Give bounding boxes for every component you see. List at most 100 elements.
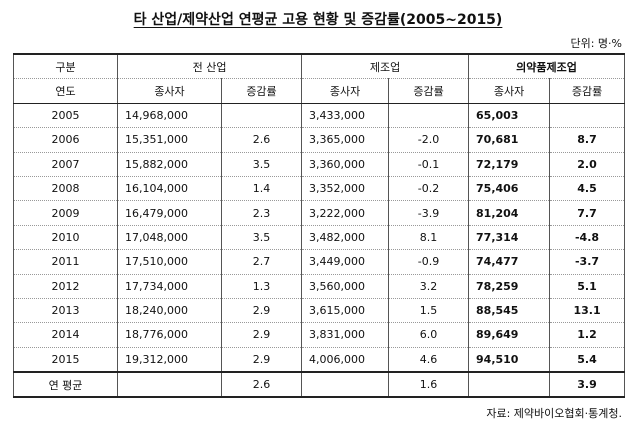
all-rate-cell: 2.7 (220, 249, 303, 275)
header-all-rate: 증감률 (220, 78, 303, 104)
year-cell: 2012 (13, 274, 118, 299)
year-cell: 2008 (13, 176, 118, 202)
employment-table: 구분 전 산업 제조업 의약품제조업 연도 종사자 증감률 종사자 증감률 종사… (13, 53, 626, 399)
all-employees-cell: 16,104,000 (117, 176, 222, 202)
all-employees-cell: 16,479,000 (117, 200, 222, 226)
mfg-rate-cell: 3.2 (388, 274, 470, 299)
pharma-rate-cell (549, 103, 626, 129)
pharma-rate-cell: 4.5 (549, 176, 626, 202)
source-note: 자료: 제약바이오협회·통계청. (486, 407, 622, 420)
pharma-employees-cell: 75,406 (468, 176, 551, 202)
average-row: 연 평균 2.6 1.6 3.9 (13, 371, 626, 399)
header-all-employees: 종사자 (117, 78, 222, 104)
all-rate-cell: 2.6 (220, 127, 303, 153)
all-employees-cell: 14,968,000 (117, 103, 222, 129)
year-cell: 2010 (13, 225, 118, 251)
mfg-employees-cell: 3,222,000 (301, 200, 390, 226)
header-mfg-rate: 증감률 (388, 78, 470, 104)
table-row: 2012 17,734,000 1.3 3,560,000 3.2 78,259 5.1 (13, 274, 626, 299)
unit-note: 단위: 명·% (570, 37, 622, 50)
all-rate-cell: 1.4 (220, 176, 303, 202)
year-cell: 2006 (13, 127, 118, 153)
all-employees-cell: 18,240,000 (117, 298, 222, 324)
mfg-employees-cell: 4,006,000 (301, 347, 390, 373)
mfg-rate-cell: 8.1 (388, 225, 470, 251)
header-year: 연도 (13, 78, 118, 104)
year-cell: 2011 (13, 249, 118, 275)
year-cell: 2009 (13, 200, 118, 226)
year-cell: 2013 (13, 298, 118, 324)
average-mfg-employees (301, 371, 390, 399)
pharma-rate-cell: 13.1 (549, 298, 626, 324)
pharma-employees-cell: 94,510 (468, 347, 551, 373)
all-rate-cell: 2.9 (220, 322, 303, 348)
mfg-employees-cell: 3,360,000 (301, 152, 390, 177)
all-rate-cell (220, 103, 303, 129)
table-row: 2005 14,968,000 3,433,000 65,003 (13, 103, 626, 129)
pharma-rate-cell: -4.8 (549, 225, 626, 251)
pharma-employees-cell: 78,259 (468, 274, 551, 299)
table-row: 2010 17,048,000 3.5 3,482,000 8.1 77,314 -4.8 (13, 225, 626, 251)
header-row-metrics: 연도 종사자 증감률 종사자 증감률 종사자 증감률 (13, 78, 626, 104)
all-employees-cell: 18,776,000 (117, 322, 222, 348)
pharma-employees-cell: 77,314 (468, 225, 551, 251)
average-all-employees (117, 371, 222, 399)
pharma-employees-cell: 74,477 (468, 249, 551, 275)
header-pharma: 의약품제조업 (468, 53, 626, 80)
table-title: 타 산업/제약산업 연평균 고용 현황 및 증감률(2005~2015) (133, 12, 503, 28)
header-all-industry: 전 산업 (116, 53, 303, 80)
pharma-employees-cell: 70,681 (468, 127, 551, 153)
table-row: 2008 16,104,000 1.4 3,352,000 -0.2 75,406 4.5 (13, 176, 626, 202)
mfg-employees-cell: 3,560,000 (301, 274, 390, 299)
pharma-rate-cell: 7.7 (549, 200, 626, 226)
header-row-groups: 구분 전 산업 제조업 의약품제조업 (13, 53, 626, 80)
header-category: 구분 (13, 53, 118, 80)
header-pharma-employees: 종사자 (468, 78, 551, 104)
table-row: 2014 18,776,000 2.9 3,831,000 6.0 89,649 1.2 (13, 322, 626, 348)
all-rate-cell: 1.3 (220, 274, 303, 299)
pharma-employees-cell: 65,003 (468, 103, 551, 129)
table-row: 2006 15,351,000 2.6 3,365,000 -2.0 70,681 8.7 (13, 127, 626, 153)
mfg-employees-cell: 3,482,000 (301, 225, 390, 251)
header-mfg-employees: 종사자 (301, 78, 390, 104)
average-pharma-rate: 3.9 (549, 371, 626, 399)
all-employees-cell: 19,312,000 (117, 347, 222, 373)
mfg-rate-cell: -3.9 (388, 200, 470, 226)
mfg-employees-cell: 3,615,000 (301, 298, 390, 324)
pharma-rate-cell: 5.4 (549, 347, 626, 373)
mfg-rate-cell (388, 103, 470, 129)
year-cell: 2007 (13, 152, 118, 177)
all-employees-cell: 17,048,000 (117, 225, 222, 251)
table-row: 2009 16,479,000 2.3 3,222,000 -3.9 81,204 7.7 (13, 200, 626, 226)
all-rate-cell: 3.5 (220, 225, 303, 251)
table-row: 2015 19,312,000 2.9 4,006,000 4.6 94,510 5.4 (13, 347, 626, 373)
all-employees-cell: 15,351,000 (117, 127, 222, 153)
table-row: 2007 15,882,000 3.5 3,360,000 -0.1 72,179 2.0 (13, 152, 626, 177)
header-manufacturing: 제조업 (301, 53, 470, 80)
mfg-employees-cell: 3,352,000 (301, 176, 390, 202)
average-all-rate: 2.6 (220, 371, 303, 399)
all-employees-cell: 15,882,000 (117, 152, 222, 177)
mfg-rate-cell: -0.9 (388, 249, 470, 275)
year-cell: 2005 (13, 103, 118, 129)
pharma-employees-cell: 81,204 (468, 200, 551, 226)
year-cell: 2015 (13, 347, 118, 373)
mfg-employees-cell: 3,449,000 (301, 249, 390, 275)
mfg-employees-cell: 3,831,000 (301, 322, 390, 348)
mfg-employees-cell: 3,433,000 (301, 103, 390, 129)
mfg-rate-cell: -0.1 (388, 152, 470, 177)
all-rate-cell: 2.9 (220, 347, 303, 373)
mfg-rate-cell: 1.5 (388, 298, 470, 324)
average-label: 연 평균 (13, 371, 118, 399)
all-rate-cell: 2.9 (220, 298, 303, 324)
all-employees-cell: 17,510,000 (117, 249, 222, 275)
mfg-employees-cell: 3,365,000 (301, 127, 390, 153)
pharma-employees-cell: 88,545 (468, 298, 551, 324)
all-employees-cell: 17,734,000 (117, 274, 222, 299)
pharma-rate-cell: -3.7 (549, 249, 626, 275)
pharma-rate-cell: 8.7 (549, 127, 626, 153)
mfg-rate-cell: -0.2 (388, 176, 470, 202)
pharma-rate-cell: 1.2 (549, 322, 626, 348)
pharma-rate-cell: 2.0 (549, 152, 626, 177)
table-row: 2011 17,510,000 2.7 3,449,000 -0.9 74,477 -3.7 (13, 249, 626, 275)
